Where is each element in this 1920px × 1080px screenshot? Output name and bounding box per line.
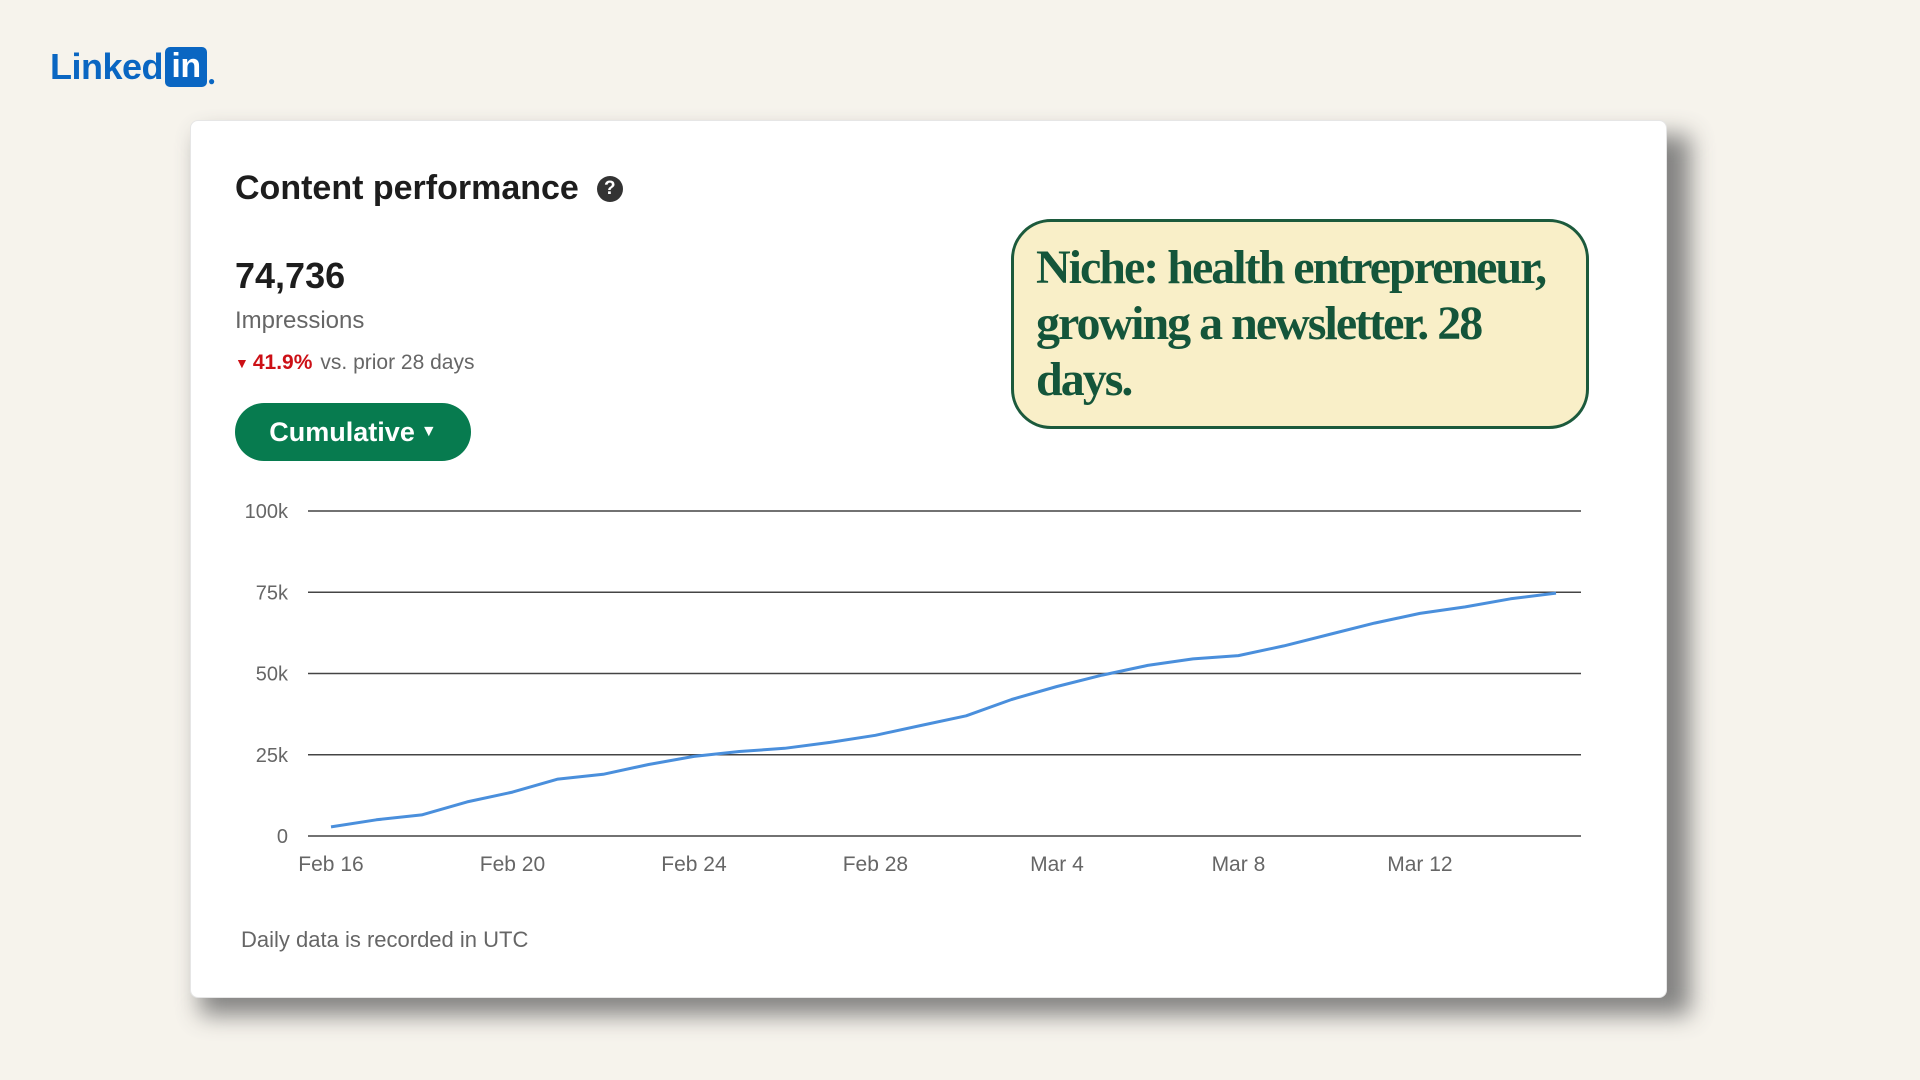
card-title: Content performance: [235, 169, 579, 207]
logo-registered-dot: ●: [208, 74, 215, 88]
x-tick-label: Mar 12: [1387, 853, 1452, 876]
y-tick-label: 75k: [256, 582, 289, 604]
change-comparison-text: vs. prior 28 days: [320, 351, 475, 374]
x-tick-label: Feb 28: [843, 853, 908, 876]
y-tick-label: 100k: [245, 501, 289, 523]
logo-in-box: in: [165, 47, 208, 87]
content-performance-card: Content performance ? 74,736 Impressions…: [190, 120, 1667, 998]
help-icon[interactable]: ?: [596, 175, 623, 202]
x-tick-label: Feb 20: [480, 853, 545, 876]
caret-down-icon: ▼: [420, 423, 437, 440]
utc-footnote: Daily data is recorded in UTC: [241, 927, 529, 952]
x-tick-label: Feb 24: [661, 853, 727, 876]
card-title-row: Content performance ?: [235, 169, 623, 208]
logo-wordmark: Linked: [50, 46, 164, 87]
y-tick-label: 0: [277, 826, 288, 848]
impressions-line-chart: 0 25k 50k 75k 100k Feb 16 Feb 20 Feb 24 Feb 28 M…: [245, 501, 1581, 876]
y-tick-label: 25k: [256, 745, 289, 767]
cumulative-button-label: Cumulative: [269, 416, 415, 447]
x-tick-label: Feb 16: [298, 853, 363, 876]
y-tick-label: 50k: [256, 664, 289, 686]
change-percent: 41.9%: [252, 351, 313, 374]
linkedin-logo: Linked in ●: [50, 46, 215, 88]
annotation-note: Niche: health entrepreneur, growing a ne…: [1011, 219, 1589, 429]
impressions-series-line: [330, 591, 1557, 829]
down-triangle-icon: ▼: [235, 355, 249, 371]
impressions-value: 74,736: [235, 255, 346, 296]
change-row: ▼ 41.9% vs. prior 28 days: [235, 351, 474, 375]
impressions-label: Impressions: [235, 307, 365, 334]
cumulative-dropdown-button[interactable]: Cumulative ▼: [235, 403, 471, 461]
x-tick-label: Mar 8: [1212, 853, 1266, 876]
x-tick-label: Mar 4: [1030, 853, 1084, 876]
